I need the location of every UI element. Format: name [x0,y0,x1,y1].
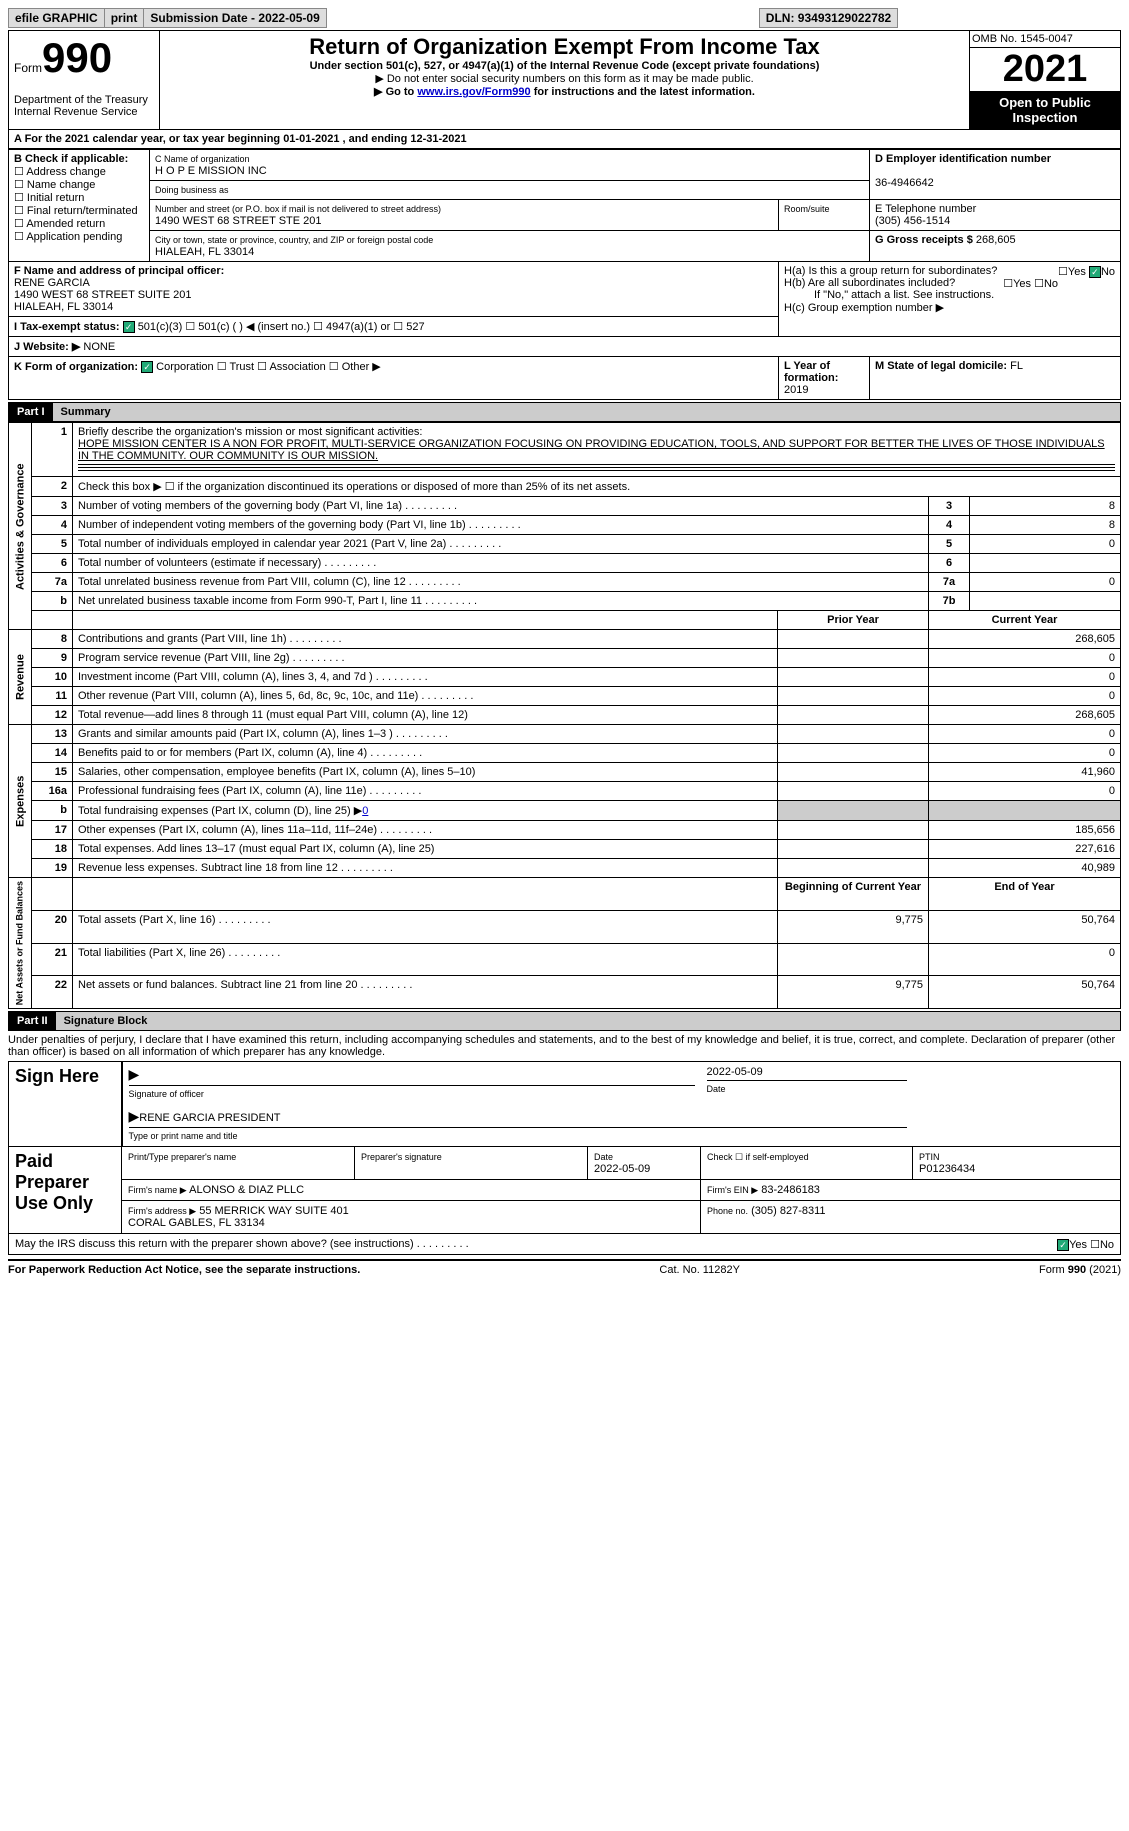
box-g-label: G Gross receipts $ [875,234,973,246]
box-f-label: F Name and address of principal officer: [14,265,224,277]
city-label: City or town, state or province, country… [155,235,433,245]
summary-table: Activities & Governance 1 Briefly descri… [8,422,1121,1009]
note-link: ▶ Go to www.irs.gov/Form990 for instruct… [165,85,964,98]
discuss-row: May the IRS discuss this return with the… [8,1234,1121,1255]
top-bar: efile GRAPHIC print Submission Date - 20… [8,8,898,28]
part1-header: Part I Summary [8,402,1121,422]
hb-note: If "No," attach a list. See instructions… [784,289,994,301]
box-e-label: E Telephone number [875,203,976,215]
form-word: Form [14,61,42,75]
omb-number: OMB No. 1545-0047 [970,31,1120,48]
vert-revenue: Revenue [9,630,32,725]
l1-label: Briefly describe the organization's miss… [78,426,422,438]
dba-label: Doing business as [155,185,229,195]
box-j-label: J Website: ▶ [14,341,80,353]
signature-table: Sign Here ▶Signature of officer 2022-05-… [8,1061,1121,1234]
dept-label: Department of the Treasury [14,94,148,106]
form-number: 990 [42,34,112,81]
addr-label: Number and street (or P.O. box if mail i… [155,204,441,214]
ha-no-check[interactable] [1089,266,1101,278]
l1-text: HOPE MISSION CENTER IS A NON FOR PROFIT,… [78,438,1105,462]
room-label: Room/suite [784,204,830,214]
hc-label: H(c) Group exemption number ▶ [784,302,944,314]
vert-expenses: Expenses [9,725,32,878]
irs-label: Internal Revenue Service [14,106,138,118]
chk-name[interactable]: ☐ Name change [14,179,95,191]
box-c-label: C Name of organization [155,154,250,164]
ein-value: 36-4946642 [875,177,934,189]
note-ssn: ▶ Do not enter social security numbers o… [165,72,964,85]
box-d-label: D Employer identification number [875,153,1051,165]
efile-button[interactable]: efile GRAPHIC [9,9,105,28]
dln: DLN: 93493129022782 [759,9,897,28]
chk-initial[interactable]: ☐ Initial return [14,192,84,204]
ha-label: H(a) Is this a group return for subordin… [784,265,997,277]
chk-address[interactable]: ☐ Address change [14,166,106,178]
sig-declaration: Under penalties of perjury, I declare th… [8,1031,1121,1061]
irs-link[interactable]: www.irs.gov/Form990 [417,86,530,98]
chk-amended[interactable]: ☐ Amended return [14,218,105,230]
sign-here-label: Sign Here [15,1066,99,1086]
box-b-label: B Check if applicable: [14,153,128,165]
open-public: Open to Public Inspection [970,91,1120,129]
submission-date: Submission Date - 2022-05-09 [144,9,326,28]
box-l-label: L Year of formation: [784,360,838,384]
phone-value: (305) 456-1514 [875,215,950,227]
footer: For Paperwork Reduction Act Notice, see … [8,1259,1121,1276]
box-m-label: M State of legal domicile: [875,360,1007,372]
tax-year: 2021 [970,48,1120,91]
vert-netassets: Net Assets or Fund Balances [9,878,32,1009]
form-subtitle: Under section 501(c), 527, or 4947(a)(1)… [165,60,964,72]
vert-activities: Activities & Governance [9,423,32,630]
city-value: HIALEAH, FL 33014 [155,246,254,258]
addr-value: 1490 WEST 68 STREET STE 201 [155,215,322,227]
officer-name: RENE GARCIA [14,277,90,289]
form-header: Form990 Department of the Treasury Inter… [8,30,1121,130]
part2-header: Part II Signature Block [8,1011,1121,1031]
form-title: Return of Organization Exempt From Incom… [165,34,964,60]
section-a: A For the 2021 calendar year, or tax yea… [8,130,1121,149]
paid-prep-label: Paid Preparer Use Only [15,1151,93,1213]
org-name: H O P E MISSION INC [155,165,267,177]
website-value: NONE [83,341,115,353]
chk-pending[interactable]: ☐ Application pending [14,231,122,243]
officer-addr: 1490 WEST 68 STREET SUITE 201 [14,289,192,301]
gross-value: 268,605 [976,234,1016,246]
discuss-yes-check[interactable] [1057,1239,1069,1251]
officer-city: HIALEAH, FL 33014 [14,301,113,313]
box-k-label: K Form of organization: [14,361,138,373]
box-i-label: I Tax-exempt status: [14,321,120,333]
chk-final[interactable]: ☐ Final return/terminated [14,205,138,217]
l2-text: Check this box ▶ ☐ if the organization d… [73,477,1121,497]
print-button[interactable]: print [104,9,144,28]
info-block: B Check if applicable: ☐ Address change … [8,149,1121,400]
hb-label: H(b) Are all subordinates included? [784,277,955,289]
chk-501c3[interactable] [123,321,135,333]
chk-corp[interactable] [141,361,153,373]
